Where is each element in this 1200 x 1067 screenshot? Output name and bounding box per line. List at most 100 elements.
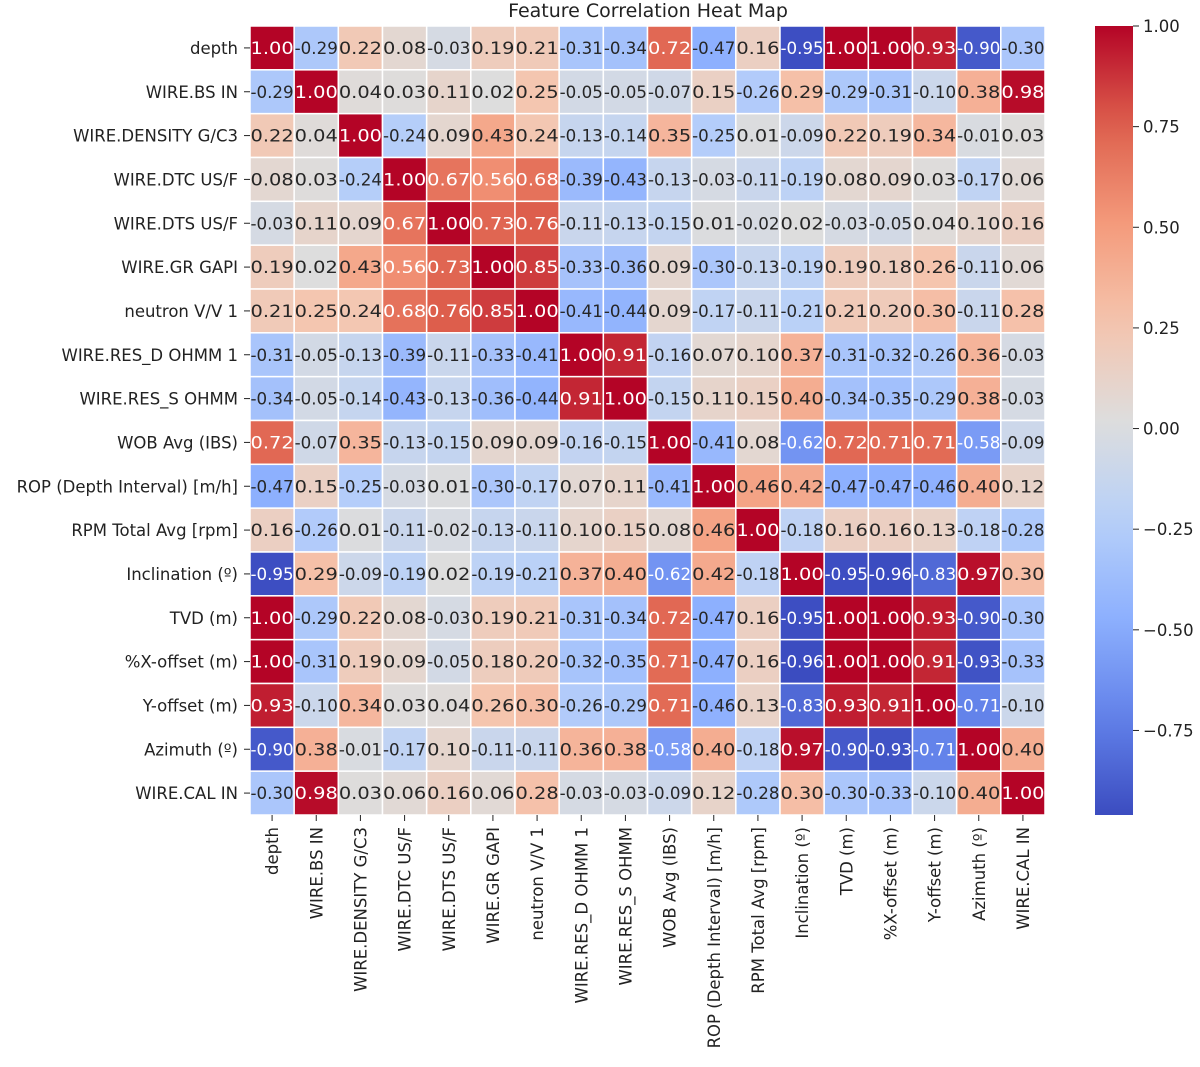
cell-value-label: 0.40 bbox=[957, 477, 1000, 496]
cell-value-label: 0.37 bbox=[781, 346, 824, 365]
cell-value-label: -0.31 bbox=[295, 653, 338, 672]
cell-value-label: 0.20 bbox=[516, 653, 559, 672]
cell-value-label: 1.00 bbox=[957, 740, 1000, 759]
heatmap-cell bbox=[337, 332, 384, 378]
heatmap-cell bbox=[293, 200, 340, 246]
cell-value-label: 0.16 bbox=[1001, 214, 1044, 233]
cell-value-label: 0.43 bbox=[339, 258, 382, 277]
cell-value-label: -0.18 bbox=[736, 740, 779, 759]
heatmap-cell bbox=[249, 244, 295, 290]
cell-value-label: 0.09 bbox=[869, 170, 912, 189]
heatmap-cell bbox=[1000, 288, 1046, 334]
cell-value-label: 0.29 bbox=[295, 565, 338, 584]
heatmap-cell bbox=[779, 463, 825, 509]
heatmap-cell bbox=[425, 200, 472, 246]
cell-value-label: -0.30 bbox=[1001, 609, 1044, 628]
cell-value-label: 0.09 bbox=[516, 433, 559, 452]
heatmap-cell bbox=[470, 200, 516, 246]
cell-value-label: 0.93 bbox=[913, 609, 956, 628]
cell-value-label: -0.15 bbox=[648, 390, 691, 409]
cell-value-label: 0.36 bbox=[560, 740, 603, 759]
cell-value-label: -0.14 bbox=[339, 390, 382, 409]
cell-value-label: 0.93 bbox=[913, 39, 956, 58]
cell-value-label: -0.03 bbox=[383, 477, 426, 496]
cell-value-label: 0.38 bbox=[957, 390, 1000, 409]
cell-value-label: 0.40 bbox=[957, 784, 1000, 803]
cell-value-label: -0.29 bbox=[295, 39, 338, 58]
cell-value-label: 0.30 bbox=[781, 784, 824, 803]
cell-value-label: 0.42 bbox=[692, 565, 735, 584]
x-tick-label: WOB Avg (IBS) bbox=[661, 827, 680, 948]
cell-value-label: -0.07 bbox=[295, 433, 338, 452]
cell-value-label: -0.39 bbox=[560, 170, 603, 189]
heatmap-cell bbox=[514, 156, 560, 203]
heatmap-cell bbox=[381, 419, 428, 466]
cell-value-label: -0.11 bbox=[383, 521, 426, 540]
heatmap-cell bbox=[558, 463, 605, 509]
cell-value-label: 0.11 bbox=[427, 83, 470, 102]
cell-value-label: -0.29 bbox=[913, 390, 956, 409]
heatmap-cell bbox=[646, 200, 693, 246]
cell-value-label: 0.68 bbox=[383, 302, 426, 321]
heatmap-cell bbox=[249, 551, 295, 597]
cell-value-label: -0.09 bbox=[1001, 433, 1044, 452]
heatmap-cell bbox=[425, 244, 472, 290]
heatmap-cell bbox=[337, 551, 384, 597]
heatmap-cell bbox=[911, 375, 958, 422]
cell-value-label: -0.31 bbox=[251, 346, 294, 365]
cell-value-label: -0.39 bbox=[383, 346, 426, 365]
y-tick-label: WIRE.GR GAPI bbox=[121, 258, 238, 277]
heatmap-cell bbox=[381, 288, 428, 334]
heatmap-cell bbox=[779, 507, 825, 553]
heatmap-cell bbox=[293, 156, 340, 203]
colorbar-tick-label: 0.75 bbox=[1143, 118, 1180, 137]
heatmap-cell bbox=[249, 69, 295, 115]
heatmap-cell bbox=[337, 69, 384, 115]
cell-value-label: 0.02 bbox=[427, 565, 470, 584]
heatmap-cell bbox=[823, 156, 870, 203]
cell-value-label: -0.21 bbox=[781, 302, 824, 321]
cell-value-label: 0.22 bbox=[339, 39, 382, 58]
heatmap-cell bbox=[1000, 200, 1046, 246]
heatmap-cell bbox=[690, 112, 737, 159]
x-tick-label: WIRE.CAL IN bbox=[1014, 827, 1033, 930]
cell-value-label: -0.15 bbox=[427, 433, 470, 452]
cell-value-label: 0.09 bbox=[427, 127, 470, 146]
heatmap-cell bbox=[381, 69, 428, 115]
cell-value-label: -0.03 bbox=[251, 214, 294, 233]
cell-value-label: 0.29 bbox=[781, 83, 824, 102]
heatmap-cell bbox=[911, 595, 958, 641]
heatmap-cell bbox=[249, 375, 295, 422]
cell-value-label: 0.08 bbox=[648, 521, 691, 540]
heatmap-cell bbox=[293, 288, 340, 334]
cell-value-label: -0.36 bbox=[604, 258, 647, 277]
heatmap-cell bbox=[249, 507, 295, 553]
colorbar: 1.00 0.75 0.50 0.25 0.00 −0.25 −0.50 −0.75 bbox=[1095, 17, 1194, 815]
heatmap-cell bbox=[558, 25, 605, 71]
cell-value-label: -0.18 bbox=[736, 565, 779, 584]
row-labels: depth WIRE.BS IN WIRE.DENSITY G/C3 WIRE.DTC… bbox=[17, 39, 250, 803]
cell-value-label: -0.96 bbox=[781, 653, 824, 672]
x-tick-label: depth bbox=[263, 827, 282, 875]
cell-value-label: -0.05 bbox=[295, 346, 338, 365]
heatmap-cell bbox=[911, 507, 958, 553]
heatmap-cell bbox=[690, 463, 737, 509]
cell-value-label: 1.00 bbox=[825, 609, 868, 628]
heatmap-cell bbox=[470, 419, 516, 466]
heatmap-cell bbox=[514, 463, 560, 509]
cell-value-label: -0.46 bbox=[692, 696, 735, 715]
cell-value-label: -0.90 bbox=[957, 609, 1000, 628]
cell-value-label: 0.06 bbox=[383, 784, 426, 803]
cell-value-label: -0.90 bbox=[957, 39, 1000, 58]
heatmap-cell bbox=[735, 25, 781, 71]
cell-value-label: -0.05 bbox=[295, 390, 338, 409]
cell-value-label: 1.00 bbox=[869, 653, 912, 672]
cell-value-label: -0.31 bbox=[825, 346, 868, 365]
heatmap-cell bbox=[425, 375, 472, 422]
cell-value-label: 0.71 bbox=[648, 696, 691, 715]
heatmap-cell bbox=[779, 595, 825, 641]
cell-value-label: -0.36 bbox=[471, 390, 514, 409]
cell-value-label: -0.28 bbox=[736, 784, 779, 803]
cell-value-label: 0.16 bbox=[825, 521, 868, 540]
cell-value-label: 0.07 bbox=[560, 477, 603, 496]
